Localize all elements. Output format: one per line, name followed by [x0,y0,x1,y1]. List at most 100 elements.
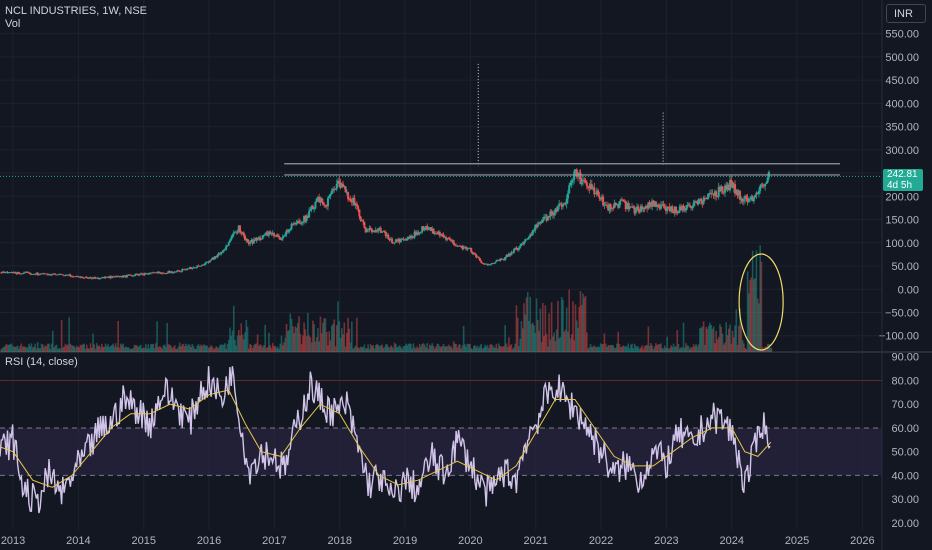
volume-bar [9,344,11,352]
candle-body [421,226,424,232]
candle-body [203,263,206,266]
volume-bar [734,325,736,352]
candle-body [595,190,598,194]
volume-bar [35,348,38,352]
candle-body [84,277,87,278]
candle-body [305,215,308,222]
volume-bar [87,348,89,352]
volume-bar [75,345,78,352]
candle-body [122,275,125,278]
volume-bar [544,305,547,352]
candle-body [664,207,667,211]
volume-bar [604,343,607,352]
candle-body [761,184,764,186]
volume-bar [676,330,679,352]
volume-bar [273,346,275,352]
candle-body [10,272,13,273]
candle-body [710,192,713,194]
candle-body [651,200,654,207]
candle-body [360,220,363,222]
candle-body [535,224,538,227]
volume-bar [141,348,143,352]
candle-body [364,227,367,233]
candle-body [712,193,715,196]
volume-bar [200,344,202,352]
candle-body [592,187,595,190]
candle-body [254,239,257,241]
candle-body [426,225,429,230]
volume-bar [88,348,91,352]
volume-bar [418,343,421,352]
volume-bar [413,347,416,352]
volume-bar [465,346,467,352]
volume-bar [481,348,484,352]
volume-bar [82,344,84,352]
candle-body [538,222,541,225]
candle-body [348,199,351,200]
candle-body [632,206,635,209]
volume-bar [180,346,182,352]
volume-bar [368,348,371,352]
volume-bar [655,343,657,352]
volume-bar [656,345,658,352]
volume-bar [319,316,322,352]
candle-body [673,206,676,214]
volume-bar [128,348,131,352]
volume-bar [70,345,73,352]
candle-body [510,252,513,256]
volume-bar [248,348,250,352]
candle-body [546,216,549,221]
candle-body [90,277,93,279]
currency-button[interactable]: INR [886,4,926,23]
volume-bar [339,337,342,352]
volume-bar [173,345,176,352]
volume-bar [55,344,58,352]
volume-bar [148,348,151,352]
volume-bar [231,330,234,352]
volume-bar [73,346,75,352]
volume-bar [48,343,50,352]
candle-body [561,204,564,207]
volume-bar [334,346,337,352]
candle-body [512,249,515,253]
volume-bar [614,347,617,352]
volume-bar [735,309,738,352]
volume-bar [300,344,303,352]
volume-bar [578,306,581,352]
candle-body [167,271,170,274]
candle-body [502,258,505,260]
volume-bar [411,348,413,352]
candle-body [148,273,151,275]
candle-body [386,234,389,237]
candle-body [765,182,768,184]
candle-body [61,274,64,276]
volume-bar [109,346,112,352]
candle-body [431,228,434,232]
volume-bar [363,344,366,352]
volume-bar [406,345,408,352]
candle-body [378,228,381,229]
volume-bar [518,346,520,352]
volume-bar [529,296,532,352]
volume-bar [245,319,248,352]
candle-body [609,204,612,209]
volume-bar [421,343,424,352]
volume-bar [372,345,375,352]
candle-body [127,275,130,276]
candle-body [193,267,196,269]
volume-bar [601,344,603,352]
candle-body [262,235,265,236]
volume-bar [508,337,510,352]
candle-body [68,274,71,276]
rsi-tick-label: 60.00 [891,423,919,435]
candle-body [627,203,630,209]
candle-body [484,263,487,265]
candle-body [246,238,249,242]
volume-bar [126,347,128,352]
volume-bar [93,344,96,352]
volume-bar [755,250,758,352]
volume-bar [168,344,171,352]
candle-body [446,238,449,240]
volume-bar [425,347,427,352]
